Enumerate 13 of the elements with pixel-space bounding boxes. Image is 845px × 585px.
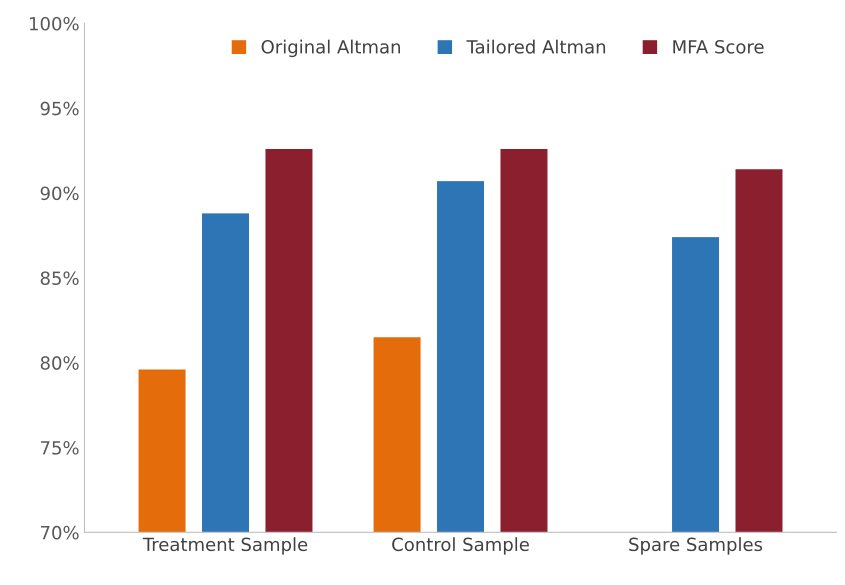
legend-label: Tailored Altman <box>466 40 606 54</box>
x-tick-label: Spare Samples <box>629 537 762 555</box>
y-tick-label: 85% <box>40 271 79 285</box>
x-tick-label: Treatment Sample <box>142 537 308 555</box>
x-tick-label: Control Sample <box>392 537 529 555</box>
legend-label: Original Altman <box>262 40 400 58</box>
y-tick-label: 100% <box>30 16 79 31</box>
y-tick-label: 80% <box>40 356 79 370</box>
y-tick-label: 75% <box>40 440 79 455</box>
y-tick-label: 95% <box>40 102 79 116</box>
legend-label: MFA Score <box>673 40 764 54</box>
y-tick-label: 70% <box>40 526 79 540</box>
y-tick-label: 90% <box>40 186 79 200</box>
